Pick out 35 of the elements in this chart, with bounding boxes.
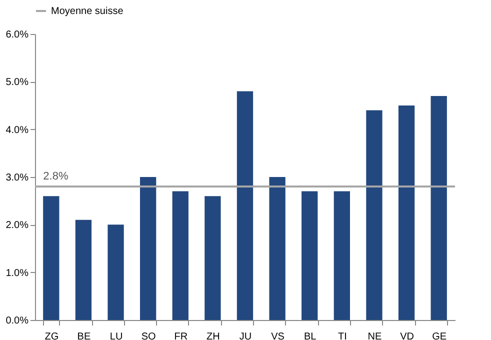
y-tick-label: 0.0% — [6, 316, 29, 326]
y-tick-label: 3.0% — [6, 172, 29, 184]
bar — [334, 191, 350, 320]
x-tick-label: VD — [400, 332, 414, 340]
bar — [236, 91, 254, 320]
x-tick-label: GE — [432, 332, 447, 340]
bar — [302, 191, 318, 320]
y-tick-label: 6.0% — [6, 30, 29, 40]
bar — [43, 196, 60, 320]
y-tick-label: 4.0% — [6, 124, 29, 136]
x-tick-label: BL — [304, 332, 317, 340]
x-tick-label: ZG — [44, 332, 59, 340]
bar — [398, 106, 415, 320]
bar — [75, 220, 92, 320]
y-tick-label: 5.0% — [6, 77, 29, 88]
y-tick-label: 2.0% — [6, 220, 29, 232]
x-tick-label: LU — [110, 332, 123, 340]
x-tick-label: VS — [271, 332, 285, 340]
x-tick-label: SO — [141, 332, 156, 340]
x-tick-label: TI — [338, 332, 347, 340]
bar — [366, 110, 382, 320]
annotation: 2.8% — [43, 170, 68, 183]
bar — [140, 177, 156, 320]
x-tick-label: FR — [174, 332, 188, 340]
bar — [430, 96, 447, 320]
y-tick-label: 1.0% — [6, 268, 29, 279]
x-tick-label: BE — [77, 332, 91, 340]
x-tick-label: ZH — [206, 332, 220, 340]
x-tick-label: NE — [368, 332, 382, 340]
bar — [108, 224, 124, 320]
bar — [172, 191, 188, 320]
legend-label: Moyenne suisse — [51, 6, 124, 17]
bar — [204, 196, 221, 320]
bar — [269, 177, 286, 320]
x-tick-label: JU — [239, 332, 252, 340]
